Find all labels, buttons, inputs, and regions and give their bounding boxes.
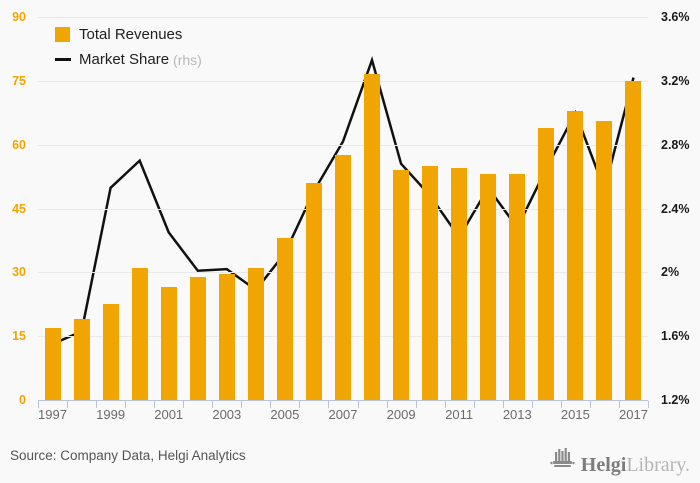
revenue-bar-2015: [567, 110, 584, 400]
revenue-bar-2003: [218, 274, 235, 400]
legend-label: Market Share: [79, 51, 170, 68]
revenue-bar-1999: [102, 304, 119, 400]
x-axis-tick: [502, 401, 504, 408]
x-axis-label-2007: 2007: [328, 407, 358, 422]
x-axis-tick: [415, 401, 417, 408]
left-axis-label: 15: [12, 329, 26, 344]
revenue-bar-2008: [364, 74, 381, 400]
right-axis-label: 1.2%: [661, 393, 690, 407]
x-axis-tick: [473, 401, 475, 408]
x-axis-tick: [589, 401, 591, 408]
x-axis-tick: [212, 401, 214, 408]
revenue-bar-2001: [160, 287, 177, 400]
plot-area: 0 1.2% 15 1.6% 30 2% 45 2.4% 60 2.8% 75 3.2% 90 3.6% 1…: [12, 10, 689, 422]
source-note: Source: Company Data, Helgi Analytics: [10, 448, 246, 463]
right-axis-label: 2.8%: [661, 137, 690, 152]
x-axis-tick: [299, 401, 301, 408]
left-axis-label: 90: [12, 10, 26, 24]
right-axis-label: 3.2%: [661, 73, 690, 88]
revenue-bar-2013: [509, 174, 526, 400]
grid-line: [38, 17, 648, 18]
x-axis-tick: [241, 401, 243, 408]
revenue-bar-2007: [335, 155, 351, 400]
grid-line: [38, 80, 648, 82]
revenue-bar-2011: [451, 168, 468, 400]
market-share-line: [52, 55, 635, 346]
right-axis-label: 2.4%: [661, 201, 690, 216]
helgi-castle-icon: [550, 446, 576, 475]
revenue-bar-1998: [73, 319, 90, 400]
revenue-bar-2002: [189, 276, 206, 400]
left-axis-label: 30: [12, 265, 26, 280]
x-axis-tick: [154, 401, 156, 408]
revenue-bar-2006: [305, 182, 322, 400]
x-axis-tick: [38, 401, 39, 408]
x-axis-label-2011: 2011: [445, 407, 474, 422]
x-axis-label-2001: 2001: [154, 407, 184, 422]
revenue-bar-2016: [596, 121, 613, 400]
revenue-bar-2014: [538, 127, 555, 400]
revenue-bar-2017: [625, 80, 642, 400]
market-share-swatch-icon: [55, 58, 71, 61]
x-axis-tick: [648, 401, 649, 408]
legend-item-market-share[interactable]: Market Share (rhs): [55, 51, 202, 68]
x-axis-label-2003: 2003: [212, 407, 242, 422]
x-axis-tick: [183, 401, 185, 408]
revenue-bar-2000: [131, 268, 148, 400]
logo-suffix: Library.: [626, 454, 690, 476]
revenue-bar-2010: [422, 165, 439, 400]
x-axis-label-2013: 2013: [502, 407, 532, 422]
x-axis-label-1997: 1997: [38, 407, 67, 422]
x-axis-tick: [357, 401, 359, 408]
revenue-bar-2004: [247, 268, 264, 400]
left-axis-label: 75: [12, 73, 26, 88]
revenue-bar-2009: [393, 170, 410, 400]
left-axis-label: 60: [12, 137, 26, 152]
revenues-swatch-icon: [55, 27, 70, 42]
logo-name: Helgi: [580, 454, 627, 476]
helgi-library-logo[interactable]: Helgi Library.: [550, 446, 690, 475]
left-axis-label: 0: [19, 393, 26, 407]
x-axis-label-2009: 2009: [386, 407, 416, 422]
revenue-bar-1997: [44, 327, 61, 400]
grid-line: [38, 144, 648, 146]
chart-footer: Source: Company Data, Helgi Analytics He…: [0, 430, 700, 483]
x-axis-tick: [125, 401, 127, 408]
x-axis-tick: [444, 401, 446, 408]
revenue-bar-2005: [276, 238, 293, 400]
right-axis-label: 3.6%: [661, 10, 690, 24]
x-axis-tick: [618, 401, 620, 408]
left-axis-label: 45: [12, 201, 26, 216]
x-axis-tick: [270, 401, 272, 408]
chart-legend: Total Revenues Market Share (rhs): [55, 26, 202, 76]
x-axis-tick: [96, 401, 98, 408]
legend-label-suffix: (rhs): [173, 51, 202, 68]
x-axis-tick: [67, 401, 69, 408]
x-axis-label-2017: 2017: [619, 407, 648, 422]
x-axis-tick: [560, 401, 562, 408]
x-axis-tick: [386, 401, 388, 408]
x-axis-tick: [531, 401, 533, 408]
legend-label: Total Revenues: [79, 26, 183, 43]
x-axis-label-2005: 2005: [270, 407, 300, 422]
revenue-bar-2012: [480, 174, 497, 400]
revenue-market-share-chart: 0 1.2% 15 1.6% 30 2% 45 2.4% 60 2.8% 75 3.2% 90 3.6% 1…: [12, 10, 689, 422]
legend-item-total-revenues[interactable]: Total Revenues: [55, 26, 202, 43]
right-axis-label: 2%: [661, 265, 680, 280]
x-axis-tick: [328, 401, 330, 408]
x-axis-label-2015: 2015: [560, 407, 590, 422]
x-axis-label-1999: 1999: [96, 407, 126, 422]
right-axis-label: 1.6%: [661, 329, 690, 344]
